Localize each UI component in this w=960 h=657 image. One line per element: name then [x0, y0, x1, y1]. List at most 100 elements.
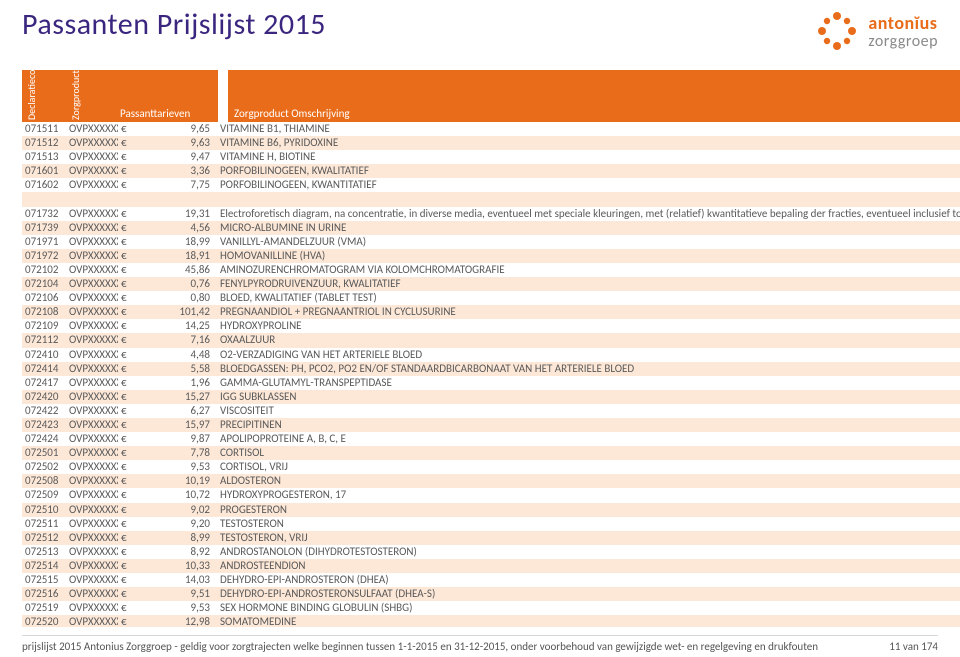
- cell-currency: €: [118, 488, 130, 502]
- table-row: 072509OVPXXXXXX€10,72HYDROXYPROGESTERON,…: [22, 488, 960, 502]
- cell-price: 7,78: [130, 446, 216, 460]
- cell-zorgproduct: OVPXXXXXX: [66, 587, 118, 601]
- table-row: 072501OVPXXXXXX€7,78CORTISOL: [22, 446, 960, 460]
- table-row: [22, 192, 960, 206]
- page-header: Passanten Prijslijst 2015: [0, 0, 960, 70]
- cell-declaratiecode: 072508: [22, 474, 66, 488]
- cell-description: ANDROSTEENDION: [216, 559, 960, 573]
- table-row: 072102OVPXXXXXX€45,86AMINOZURENCHROMATOG…: [22, 263, 960, 277]
- cell-currency: €: [118, 207, 130, 221]
- cell-declaratiecode: 072516: [22, 587, 66, 601]
- col-header-zorgproduct: Zorgproduct: [66, 70, 118, 122]
- cell-price: 5,58: [130, 362, 216, 376]
- cell-declaratiecode: 071972: [22, 249, 66, 263]
- cell-price: 10,72: [130, 488, 216, 502]
- cell-price: 9,20: [130, 517, 216, 531]
- table-row: 072109OVPXXXXXX€14,25HYDROXYPROLINE: [22, 319, 960, 333]
- cell-description: VANILLYL-AMANDELZUUR (VMA): [216, 235, 960, 249]
- cell-price: 18,91: [130, 249, 216, 263]
- cell-price: 15,27: [130, 390, 216, 404]
- cell-description: OXAALZUUR: [216, 333, 960, 347]
- brand-text: antonĭus zorggroep: [868, 14, 938, 50]
- cell-zorgproduct: OVPXXXXXX: [66, 221, 118, 235]
- cell-description: HYDROXYPROGESTERON, 17: [216, 488, 960, 502]
- table-row: 072511OVPXXXXXX€9,20TESTOSTERON: [22, 517, 960, 531]
- cell-declaratiecode: 071511: [22, 122, 66, 136]
- cell-currency: €: [118, 333, 130, 347]
- cell-description: FENYLPYRODRUIVENZUUR, KWALITATIEF: [216, 277, 960, 291]
- cell-description: TESTOSTERON: [216, 517, 960, 531]
- cell-currency: €: [118, 573, 130, 587]
- cell-description: APOLIPOPROTEINE A, B, C, E: [216, 432, 960, 446]
- cell-price: 9,53: [130, 460, 216, 474]
- cell-declaratiecode: 072410: [22, 348, 66, 362]
- col-header-declaratiecode: Declaratiecode: [22, 70, 66, 122]
- cell-description: DEHYDRO-EPI-ANDROSTERONSULFAAT (DHEA-S): [216, 587, 960, 601]
- cell-currency: €: [118, 164, 130, 178]
- cell-currency: €: [118, 178, 130, 192]
- cell-currency: €: [118, 319, 130, 333]
- cell-zorgproduct: OVPXXXXXX: [66, 559, 118, 573]
- cell-description: BLOEDGASSEN: PH, PCO2, PO2 EN/OF STANDAA…: [216, 362, 960, 376]
- table-row: 072519OVPXXXXXX€9,53SEX HORMONE BINDING …: [22, 601, 960, 615]
- cell-zorgproduct: OVPXXXXXX: [66, 601, 118, 615]
- cell-price: 7,16: [130, 333, 216, 347]
- cell-currency: €: [118, 559, 130, 573]
- cell-price: 10,33: [130, 559, 216, 573]
- table-header-row: Declaratiecode Zorgproduct Passanttariev…: [22, 70, 960, 122]
- cell-declaratiecode: 072510: [22, 503, 66, 517]
- cell-price: 45,86: [130, 263, 216, 277]
- table-row: 072422OVPXXXXXX€6,27VISCOSITEIT: [22, 404, 960, 418]
- cell-declaratiecode: 072102: [22, 263, 66, 277]
- cell-description: O2-VERZADIGING VAN HET ARTERIELE BLOED: [216, 348, 960, 362]
- col-spacer: [218, 70, 228, 122]
- cell-zorgproduct: OVPXXXXXX: [66, 136, 118, 150]
- table-row: 072106OVPXXXXXX€0,80BLOED, KWALITATIEF (…: [22, 291, 960, 305]
- cell-currency: €: [118, 277, 130, 291]
- cell-price: 4,48: [130, 348, 216, 362]
- cell-zorgproduct: OVPXXXXXX: [66, 432, 118, 446]
- cell-declaratiecode: 072511: [22, 517, 66, 531]
- cell-currency: €: [118, 531, 130, 545]
- cell-description: VISCOSITEIT: [216, 404, 960, 418]
- table-row: 072520OVPXXXXXX€12,98SOMATOMEDINE: [22, 615, 960, 627]
- cell-currency: €: [118, 136, 130, 150]
- cell-zorgproduct: OVPXXXXXX: [66, 545, 118, 559]
- cell-currency: €: [118, 122, 130, 136]
- cell-declaratiecode: 072519: [22, 601, 66, 615]
- cell-zorgproduct: OVPXXXXXX: [66, 164, 118, 178]
- cell-declaratiecode: 072109: [22, 319, 66, 333]
- cell-declaratiecode: 072420: [22, 390, 66, 404]
- cell-zorgproduct: OVPXXXXXX: [66, 488, 118, 502]
- table-row: 071512OVPXXXXXX€9,63VITAMINE B6, PYRIDOX…: [22, 136, 960, 150]
- table-row: 071739OVPXXXXXX€4,56MICRO-ALBUMINE IN UR…: [22, 221, 960, 235]
- table-row: 071602OVPXXXXXX€7,75PORFOBILINOGEEN, KWA…: [22, 178, 960, 192]
- cell-zorgproduct: OVPXXXXXX: [66, 249, 118, 263]
- cell-declaratiecode: 071602: [22, 178, 66, 192]
- cell-currency: €: [118, 305, 130, 319]
- cell-price: 1,96: [130, 376, 216, 390]
- cell-description: PROGESTERON: [216, 503, 960, 517]
- cell-currency: €: [118, 545, 130, 559]
- cell-zorgproduct: OVPXXXXXX: [66, 503, 118, 517]
- cell-description: IGG SUBKLASSEN: [216, 390, 960, 404]
- cell-declaratiecode: 072513: [22, 545, 66, 559]
- cell-description: VITAMINE B1, THIAMINE: [216, 122, 960, 136]
- cell-declaratiecode: 072514: [22, 559, 66, 573]
- cell-zorgproduct: OVPXXXXXX: [66, 333, 118, 347]
- cell-description: AMINOZURENCHROMATOGRAM VIA KOLOMCHROMATO…: [216, 263, 960, 277]
- cell-description: HYDROXYPROLINE: [216, 319, 960, 333]
- cell-declaratiecode: 072106: [22, 291, 66, 305]
- cell-currency: €: [118, 503, 130, 517]
- cell-zorgproduct: OVPXXXXXX: [66, 122, 118, 136]
- brand-name: antonĭus: [868, 14, 938, 32]
- cell-declaratiecode: 072414: [22, 362, 66, 376]
- footer-note: prijslijst 2015 Antonius Zorggroep - gel…: [22, 640, 818, 653]
- cell-declaratiecode: 072108: [22, 305, 66, 319]
- cell-currency: €: [118, 418, 130, 432]
- brand-subtitle: zorggroep: [868, 34, 938, 50]
- cell-description: DEHYDRO-EPI-ANDROSTERON (DHEA): [216, 573, 960, 587]
- cell-price: 3,36: [130, 164, 216, 178]
- cell-currency: €: [118, 291, 130, 305]
- cell-currency: €: [118, 601, 130, 615]
